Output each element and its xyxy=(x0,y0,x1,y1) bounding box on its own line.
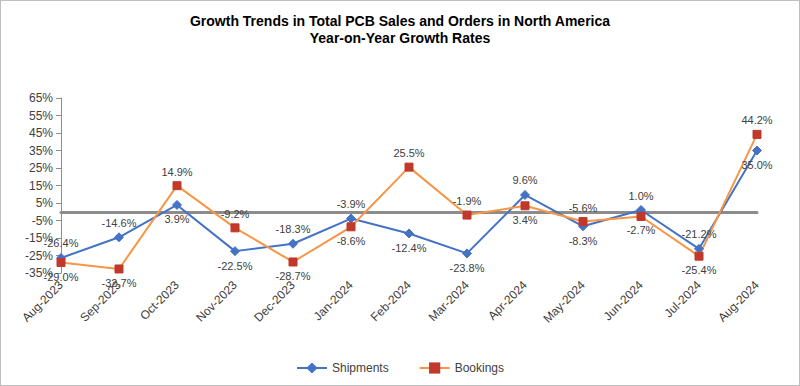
svg-text:Bookings: Bookings xyxy=(455,361,504,375)
svg-text:May-2024: May-2024 xyxy=(540,278,588,326)
svg-text:-28.7%: -28.7% xyxy=(276,270,311,282)
svg-text:-26.4%: -26.4% xyxy=(44,237,79,249)
svg-text:-22.5%: -22.5% xyxy=(218,260,253,272)
svg-text:-35%: -35% xyxy=(25,266,53,280)
svg-text:Apr-2024: Apr-2024 xyxy=(485,278,530,323)
svg-text:-8.3%: -8.3% xyxy=(569,235,598,247)
svg-text:Feb-2024: Feb-2024 xyxy=(368,278,414,324)
svg-text:-1.9%: -1.9% xyxy=(453,195,482,207)
svg-text:Nov-2023: Nov-2023 xyxy=(193,278,240,325)
svg-text:1.0%: 1.0% xyxy=(628,190,653,202)
svg-text:-21.2%: -21.2% xyxy=(682,228,717,240)
svg-text:-5%: -5% xyxy=(32,214,54,228)
svg-text:Shipments: Shipments xyxy=(332,361,389,375)
svg-text:55%: 55% xyxy=(29,109,53,123)
svg-text:-12.4%: -12.4% xyxy=(392,242,427,254)
svg-text:35.0%: 35.0% xyxy=(741,159,772,171)
svg-text:-8.6%: -8.6% xyxy=(337,235,366,247)
svg-text:9.6%: 9.6% xyxy=(512,174,537,186)
svg-text:-3.9%: -3.9% xyxy=(337,198,366,210)
svg-text:-23.8%: -23.8% xyxy=(450,262,485,274)
svg-text:35%: 35% xyxy=(29,144,53,158)
svg-text:25%: 25% xyxy=(29,161,53,175)
svg-text:-2.7%: -2.7% xyxy=(627,224,656,236)
svg-text:-14.6%: -14.6% xyxy=(102,217,137,229)
svg-text:65%: 65% xyxy=(29,91,53,105)
svg-text:Dec-2023: Dec-2023 xyxy=(251,278,298,325)
svg-text:Aug-2023: Aug-2023 xyxy=(19,278,66,325)
svg-text:Mar-2024: Mar-2024 xyxy=(426,278,472,324)
svg-text:-25.4%: -25.4% xyxy=(682,264,717,276)
svg-text:15%: 15% xyxy=(29,179,53,193)
svg-text:Year-on-Year Growth Rates: Year-on-Year Growth Rates xyxy=(310,30,491,46)
svg-text:3.4%: 3.4% xyxy=(512,214,537,226)
svg-text:-15%: -15% xyxy=(25,231,53,245)
svg-text:-5.6%: -5.6% xyxy=(569,202,598,214)
svg-text:-32.7%: -32.7% xyxy=(102,277,137,289)
svg-text:Sep-2023: Sep-2023 xyxy=(77,278,124,325)
svg-text:Jan-2024: Jan-2024 xyxy=(311,278,356,323)
svg-text:5%: 5% xyxy=(36,196,54,210)
svg-text:Aug-2024: Aug-2024 xyxy=(715,278,762,325)
svg-text:Oct-2023: Oct-2023 xyxy=(137,278,182,323)
svg-text:Jul-2024: Jul-2024 xyxy=(662,278,705,321)
svg-text:Jun-2024: Jun-2024 xyxy=(601,278,646,323)
svg-text:-18.3%: -18.3% xyxy=(276,223,311,235)
svg-text:14.9%: 14.9% xyxy=(161,166,192,178)
svg-text:-9.2%: -9.2% xyxy=(221,208,250,220)
svg-text:-29.0%: -29.0% xyxy=(44,271,79,283)
svg-text:44.2%: 44.2% xyxy=(741,114,772,126)
svg-text:Growth Trends in Total PCB Sal: Growth Trends in Total PCB Sales and Ord… xyxy=(190,13,610,29)
svg-text:25.5%: 25.5% xyxy=(393,147,424,159)
svg-text:3.9%: 3.9% xyxy=(164,213,189,225)
svg-text:45%: 45% xyxy=(29,126,53,140)
svg-text:-25%: -25% xyxy=(25,249,53,263)
